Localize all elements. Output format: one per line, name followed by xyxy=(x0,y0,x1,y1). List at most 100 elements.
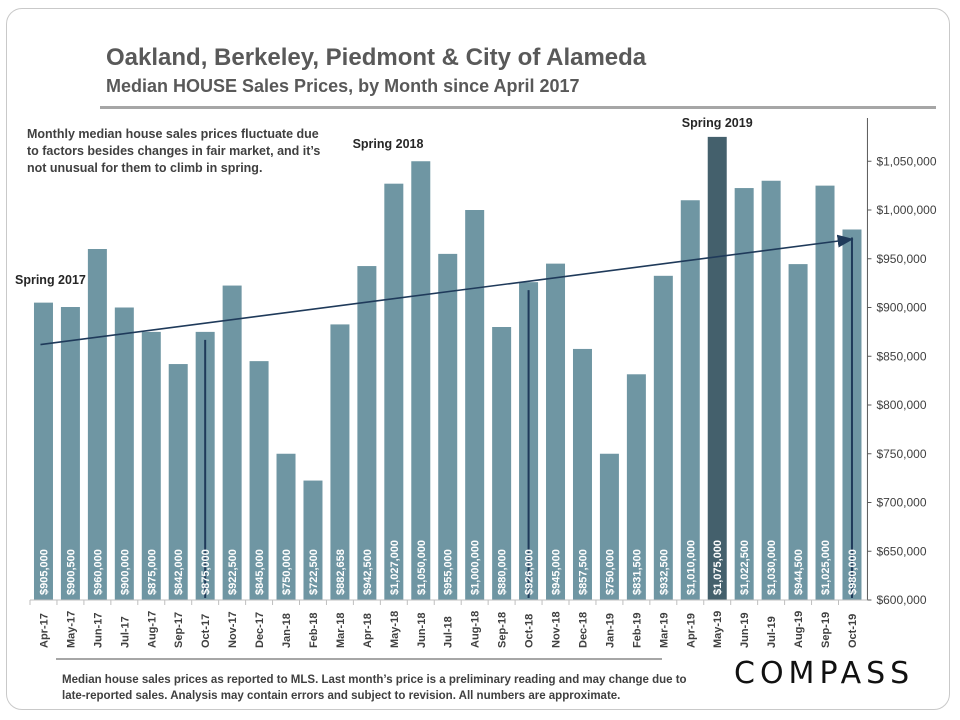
x-tick-label: Apr-19 xyxy=(685,613,697,648)
data-label: $1,027,000 xyxy=(389,540,401,595)
x-tick-label: Jun-17 xyxy=(92,613,104,648)
data-label: $960,000 xyxy=(92,549,104,595)
bar-may-19 xyxy=(707,136,727,601)
x-tick-label: Mar-19 xyxy=(658,613,670,648)
bar-sep-18 xyxy=(492,327,512,600)
x-tick-label: Aug-17 xyxy=(146,611,158,648)
data-label: $831,500 xyxy=(631,549,643,595)
footer-note: Median house sales prices as reported to… xyxy=(62,674,687,702)
x-tick-label: Jan-18 xyxy=(281,613,293,648)
x-tick-label: Aug-18 xyxy=(470,611,482,648)
data-label: $857,500 xyxy=(577,549,589,595)
bar-mar-19 xyxy=(653,275,673,600)
bar-apr-19 xyxy=(680,200,700,600)
x-tick-label: Jan-19 xyxy=(604,613,616,648)
data-label: $880,000 xyxy=(497,549,509,595)
bar-may-17 xyxy=(60,307,80,600)
chart-subtitle: Median HOUSE Sales Prices, by Month sinc… xyxy=(106,76,580,96)
data-label: $1,025,000 xyxy=(820,540,832,595)
x-tick-label: Dec-18 xyxy=(577,612,589,648)
data-label: $942,500 xyxy=(362,549,374,595)
bar-jul-18 xyxy=(438,253,458,601)
x-tick-label: Oct-18 xyxy=(524,614,536,648)
x-tick-label: May-19 xyxy=(712,611,724,648)
data-label: $1,010,000 xyxy=(685,540,697,595)
data-label: $842,000 xyxy=(173,549,185,595)
bar-may-18 xyxy=(384,183,404,600)
annotation-note: Monthly median house sales prices fluctu… xyxy=(27,127,321,175)
chart-title: Oakland, Berkeley, Piedmont & City of Al… xyxy=(106,44,647,71)
x-tick-label: Feb-18 xyxy=(308,613,320,648)
data-label: $944,500 xyxy=(793,549,805,595)
y-tick-label: $800,000 xyxy=(876,398,926,412)
y-tick-label: $600,000 xyxy=(876,593,926,607)
bar-mar-18 xyxy=(330,324,350,600)
data-label: $900,500 xyxy=(65,549,77,595)
data-label: $1,022,500 xyxy=(739,540,751,595)
x-tick-label: Jun-18 xyxy=(416,613,428,648)
data-label: $926,000 xyxy=(524,549,536,595)
x-tick-label: May-17 xyxy=(65,611,77,648)
bar-aug-19 xyxy=(788,264,808,600)
bar-jan-19 xyxy=(599,453,619,600)
footer-divider xyxy=(56,658,662,660)
data-label: $722,500 xyxy=(308,549,320,595)
x-tick-label: Jul-17 xyxy=(119,616,131,648)
data-label: $1,075,000 xyxy=(712,540,724,595)
annotation-spring-2019: Spring 2019 xyxy=(682,116,753,130)
x-tick-label: Sep-18 xyxy=(497,612,509,648)
bar-sep-17 xyxy=(168,364,188,600)
data-label: $1,000,000 xyxy=(470,540,482,595)
data-label: $932,500 xyxy=(658,549,670,595)
x-tick-label: Jul-18 xyxy=(443,616,455,648)
bar-sep-19 xyxy=(815,185,835,601)
data-label: $955,000 xyxy=(443,549,455,595)
bar-jun-18 xyxy=(411,161,431,600)
annotation-spring-2017: Spring 2017 xyxy=(15,273,86,287)
y-tick-label: $950,000 xyxy=(876,252,926,266)
bar-nov-17 xyxy=(222,285,242,600)
bar-apr-17 xyxy=(33,302,53,601)
x-tick-label: Feb-19 xyxy=(631,613,643,648)
x-tick-label: Sep-19 xyxy=(820,612,832,648)
x-tick-label: Apr-18 xyxy=(362,613,374,648)
data-label: $980,000 xyxy=(847,549,859,595)
bar-jul-17 xyxy=(114,307,134,600)
data-label: $882,658 xyxy=(335,549,347,595)
bar-jul-19 xyxy=(761,180,781,600)
data-label: $945,000 xyxy=(551,549,563,595)
data-label: $905,000 xyxy=(38,549,50,595)
trend-line xyxy=(40,234,854,346)
data-label: $750,000 xyxy=(604,549,616,595)
x-tick-label: May-18 xyxy=(389,611,401,648)
x-tick-label: Apr-17 xyxy=(38,613,50,648)
x-tick-label: Oct-17 xyxy=(200,614,212,648)
x-tick-label: Aug-19 xyxy=(793,611,805,648)
bar-nov-18 xyxy=(546,263,566,601)
y-tick-label: $650,000 xyxy=(876,544,926,558)
x-tick-label: Jul-19 xyxy=(766,616,778,648)
y-tick-label: $900,000 xyxy=(876,301,926,315)
bar-dec-17 xyxy=(249,361,269,601)
compass-logo: COMPASS xyxy=(734,656,915,691)
x-tick-label: Nov-18 xyxy=(551,611,563,648)
bar-jun-19 xyxy=(734,188,754,600)
bar-jan-18 xyxy=(276,453,296,600)
data-label: $1,050,000 xyxy=(416,540,428,595)
y-tick-label: $750,000 xyxy=(876,447,926,461)
x-tick-label: Sep-17 xyxy=(173,612,185,648)
y-tick-label: $700,000 xyxy=(876,496,926,510)
bar-aug-18 xyxy=(465,210,485,600)
x-tick-label: Jun-19 xyxy=(739,613,751,648)
x-tick-label: Dec-17 xyxy=(254,612,266,648)
data-label: $875,000 xyxy=(200,549,212,595)
title-divider xyxy=(100,106,936,109)
data-label: $900,000 xyxy=(119,549,131,595)
bar-feb-19 xyxy=(626,374,646,600)
slide-frame xyxy=(6,8,950,710)
y-tick-label: $850,000 xyxy=(876,349,926,363)
y-tick-label: $1,000,000 xyxy=(876,203,936,217)
data-label: $1,030,000 xyxy=(766,540,778,595)
data-label: $922,500 xyxy=(227,549,239,595)
